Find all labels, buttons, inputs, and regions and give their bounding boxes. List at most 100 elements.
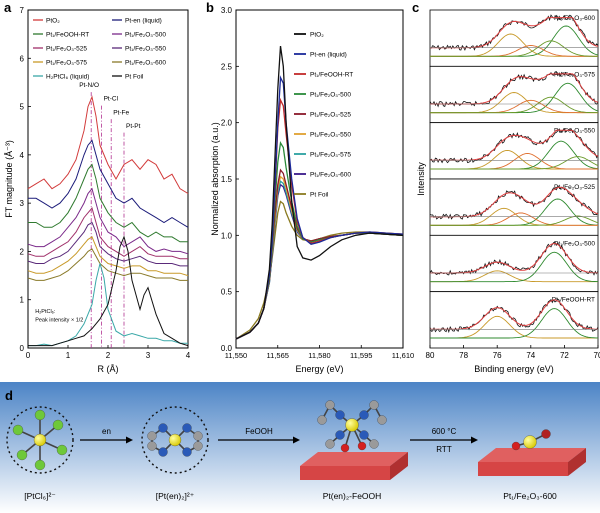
panel-a-legend-label: Pt₁/Fe₂O₃-575 xyxy=(46,60,87,67)
panel-b-y-tick-label: 0.5 xyxy=(221,288,233,297)
n-atom xyxy=(335,410,345,420)
panel-a-annotation-line-1: H₂PtCl₆: xyxy=(35,309,56,315)
panel-a-legend-label: Pt₁/Fe₂O₃-500 xyxy=(125,32,166,39)
n-atom xyxy=(182,447,192,457)
panel-c-subplot-label: Pt₁/Fe₂O₃-575 xyxy=(554,71,595,78)
panel-c: c Pt₁/Fe₂O₃-600 Pt₁/Fe₂O₃-575 Pt₁/Fe₂O₃-55… xyxy=(412,0,600,374)
panel-b-x-tick-label: 11,595 xyxy=(350,351,372,360)
panel-a-legend: PtO₂ Pt-en (liquid) Pt₁/FeOOH-RT Pt₁/Fe₂O₃-… xyxy=(33,18,166,81)
substrate-side xyxy=(568,448,586,476)
panel-a-x-tick-label: 2 xyxy=(106,351,111,360)
substrate-side xyxy=(390,452,408,480)
panel-c-subplot-label: Pt₁/Fe₂O₃-550 xyxy=(554,128,595,135)
panel-b-legend-label: Pt₁/Fe₂O₃-600 xyxy=(310,172,351,179)
panel-a-marker-label: Pt-Fe xyxy=(113,109,129,116)
panel-b-legend-label: PtO₂ xyxy=(310,32,324,39)
panel-c-x-tick-label: 72 xyxy=(560,351,569,360)
panel-b-legend-label: Pt₁/Fe₂O₃-500 xyxy=(310,92,351,99)
panel-a-marker-label: Pt-Cl xyxy=(104,96,119,103)
panel-a-x-tick-label: 3 xyxy=(146,351,151,360)
panel-c-fit-component xyxy=(430,96,599,114)
panel-a-marker-label: Pt-Pt xyxy=(126,123,141,130)
panel-c-y-axis-label: Intensity xyxy=(416,162,426,196)
c-atom xyxy=(377,415,387,425)
o-atom xyxy=(541,429,551,439)
panel-b-y-tick-label: 3.0 xyxy=(221,6,233,15)
panel-a-legend-label: Pt₁/Fe₂O₃-600 xyxy=(125,60,166,67)
panel-a-series-line xyxy=(27,187,189,255)
complex-boundary xyxy=(6,406,74,474)
panel-c-fit-component xyxy=(430,215,599,226)
panel-c-fit-component xyxy=(430,308,598,339)
c-atom xyxy=(325,400,335,410)
o-atom xyxy=(357,441,367,451)
panel-d-scheme: d en FeOOH 600 °C RTT [PtCl₆]²⁻ [Pt(en)₂]²⁺ Pt… xyxy=(0,382,600,513)
panel-a-y-tick-label: 6 xyxy=(20,54,25,63)
pt-atom xyxy=(523,435,537,449)
panel-a-y-tick-label: 0 xyxy=(20,344,25,353)
panel-a-label: a xyxy=(4,0,12,15)
panel-b-legend-label: Pt Foil xyxy=(310,192,329,199)
n-atom xyxy=(359,430,369,440)
substrate-top xyxy=(478,448,586,462)
panel-a-annotation-line-2: Peak intensity × 1/2 xyxy=(35,317,83,323)
cl-atom xyxy=(52,419,64,431)
substrate-top xyxy=(300,452,408,466)
arrow-condition-top: en xyxy=(102,427,111,436)
o-atom xyxy=(511,441,521,451)
substrate-front xyxy=(478,462,568,476)
panel-b-legend-label: Pt₁/Fe₂O₃-550 xyxy=(310,132,351,139)
panel-a-y-tick-label: 3 xyxy=(20,199,25,208)
panel-c-fit-component xyxy=(430,40,598,57)
panel-a-y-tick-label: 7 xyxy=(20,6,25,15)
panel-a-y-axis-label: FT magnitude (Å⁻³) xyxy=(4,140,14,218)
panel-a-legend-label: Pt₁/FeOOH-RT xyxy=(46,32,89,39)
pt-atom xyxy=(33,433,47,447)
panel-b-x-axis-label: Energy (eV) xyxy=(295,364,343,374)
c-atom xyxy=(325,439,335,449)
panel-c-x-tick-label: 76 xyxy=(493,351,502,360)
n-atom xyxy=(158,447,168,457)
panel-c-raw-data xyxy=(429,128,599,164)
panel-b-series-line xyxy=(235,200,404,340)
panel-b-x-tick-label: 11,565 xyxy=(267,351,289,360)
c-atom xyxy=(317,415,327,425)
panel-c-x-tick-label: 70 xyxy=(594,351,600,360)
panel-b-plot-frame xyxy=(235,9,404,349)
reaction-arrowhead xyxy=(471,436,478,444)
panel-c-fit-component xyxy=(430,156,599,170)
panel-b-legend-label: Pt₁/FeOOH-RT xyxy=(310,72,353,79)
panel-b-x-tick-label: 11,580 xyxy=(308,351,330,360)
species-label: [PtCl₆]²⁻ xyxy=(24,491,56,501)
species-label: Pt(en)₂-FeOOH xyxy=(323,491,382,501)
panel-c-label: c xyxy=(412,0,419,15)
complex-boundary xyxy=(141,406,209,474)
panel-c-subplot-frame xyxy=(429,65,599,124)
panel-b-y-tick-label: 1.5 xyxy=(221,175,233,184)
c-atom xyxy=(193,431,203,441)
panel-b-y-axis-label: Normalized absorption (a.u.) xyxy=(210,122,220,236)
panel-c-x-tick-label: 78 xyxy=(459,351,468,360)
c-atom xyxy=(147,431,157,441)
substrate-front xyxy=(300,466,390,480)
reaction-arrowhead xyxy=(126,436,133,444)
panel-d-label: d xyxy=(5,388,13,403)
panel-a-legend-label: Pt-en (liquid) xyxy=(125,18,162,25)
panel-a-series-line xyxy=(28,163,188,243)
panel-a-x-axis-label: R (Å) xyxy=(98,364,119,374)
panel-b-legend-label: Pt₁/Fe₂O₃-525 xyxy=(310,112,351,119)
panel-a-x-tick-label: 0 xyxy=(26,351,31,360)
panel-a-legend-label: H₂PtCl₆ (liquid) xyxy=(46,74,89,81)
pt-atom xyxy=(345,418,359,432)
panel-c-subplot-frame xyxy=(429,9,599,67)
panel-a-series-line xyxy=(27,236,189,277)
arrow-condition-top: 600 °C xyxy=(432,427,457,436)
c-atom xyxy=(369,439,379,449)
panel-a-series-line xyxy=(27,95,189,194)
panel-c-subplot-label: Pt₁/Fe₂O₃-600 xyxy=(554,15,595,22)
reaction-arrowhead xyxy=(293,436,300,444)
panel-a-legend-label: Pt₁/Fe₂O₃-550 xyxy=(125,46,166,53)
c-atom xyxy=(193,441,203,451)
panel-b-legend: PtO₂ Pt-en (liquid) Pt₁/FeOOH-RT Pt₁/Fe₂O₃-… xyxy=(294,32,353,199)
